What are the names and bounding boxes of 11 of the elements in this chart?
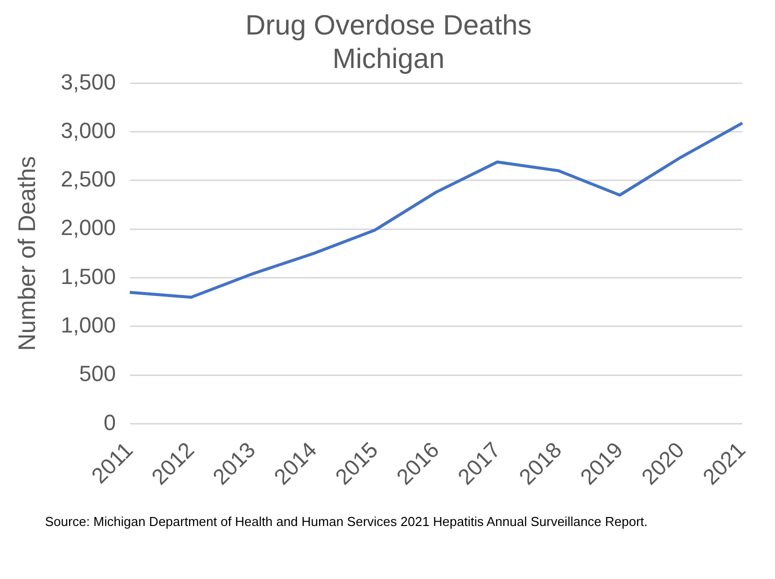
y-tick-label: 500 — [79, 361, 116, 386]
source-note: Source: Michigan Department of Health and Human Services 2021 Hepatitis Annual Surveillance Report. — [45, 514, 648, 529]
y-tick-label: 1,500 — [60, 264, 116, 289]
y-tick-label: 2,500 — [60, 166, 116, 192]
y-tick-label: 0 — [104, 410, 116, 435]
chart-title: Drug Overdose Deaths Michigan — [245, 10, 532, 74]
y-axis-title: Number of Deaths — [14, 156, 42, 351]
y-tick-label: 3,500 — [60, 69, 116, 94]
y-tick-label: 2,000 — [60, 215, 116, 240]
y-tick-label: 1,000 — [60, 312, 116, 338]
y-tick-label: 3,000 — [60, 118, 116, 143]
